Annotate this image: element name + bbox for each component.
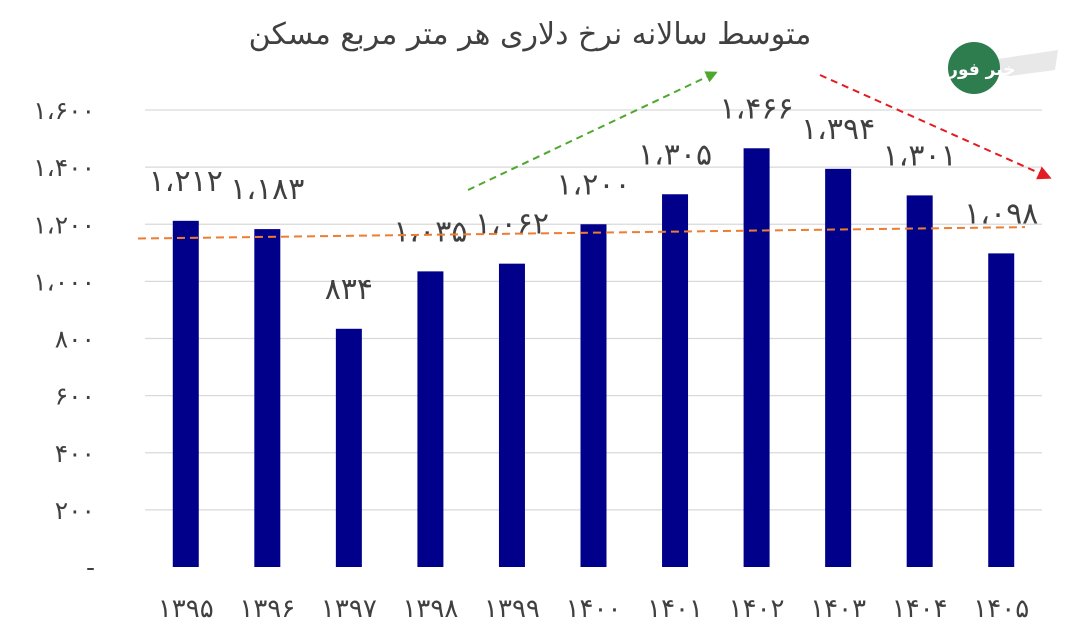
- x-axis-tick-labels: ۱۳۹۵ ۱۳۹۶ ۱۳۹۷ ۱۳۹۸ ۱۳۹۹ ۱۴۰۰ ۱۴۰۱ ۱۴۰۲ ۱۴۰۳ ۱۴۰۴…: [158, 594, 1029, 624]
- green-trend-arrow: [467, 71, 718, 191]
- data-label: ۸۳۴: [325, 272, 373, 307]
- bars: [172, 148, 1015, 568]
- x-tick-label: ۱۴۰۱: [647, 594, 703, 624]
- bar: [254, 229, 281, 567]
- data-label: ۱،۳۹۴: [801, 112, 875, 147]
- logo-text: خبر فوری: [933, 60, 1016, 80]
- x-tick-label: ۱۴۰۲: [729, 594, 785, 624]
- data-label: ۱،۰۶۲: [475, 207, 549, 242]
- y-tick-label: ۶۰۰: [55, 382, 95, 411]
- bar: [335, 328, 362, 567]
- data-label: ۱،۱۸۳: [230, 172, 304, 207]
- bar: [417, 271, 444, 567]
- bar: [580, 224, 607, 567]
- logo-circle: [948, 42, 1000, 94]
- data-label: ۱،۲۰۰: [556, 167, 630, 202]
- data-label: ۱،۳۰۱: [883, 138, 957, 173]
- data-label: ۱،۰۳۵: [393, 214, 467, 249]
- y-tick-label: ۱،۶۰۰: [33, 96, 95, 125]
- y-tick-label: -: [86, 553, 95, 582]
- bar: [172, 220, 199, 567]
- bar: [498, 263, 525, 567]
- trendline: [137, 226, 1026, 240]
- y-axis-tick-labels: - ۲۰۰ ۴۰۰ ۶۰۰ ۸۰۰ ۱،۰۰۰ ۱،۲۰۰ ۱،۴۰۰ ۱،۶۰۰: [33, 96, 95, 582]
- y-tick-label: ۱،۰۰۰: [33, 267, 95, 296]
- y-tick-label: ۱،۲۰۰: [33, 210, 95, 239]
- x-tick-label: ۱۳۹۷: [321, 594, 377, 624]
- logo: خبر فوری: [933, 42, 1058, 94]
- chart-title: متوسط سالانه نرخ دلاری هر متر مربع مسکن: [249, 17, 812, 52]
- x-tick-label: ۱۳۹۵: [158, 594, 214, 624]
- x-tick-label: ۱۳۹۸: [402, 594, 458, 624]
- bar: [825, 168, 852, 567]
- x-tick-label: ۱۳۹۶: [239, 594, 295, 624]
- data-label: ۱،۴۶۶: [720, 91, 794, 126]
- y-tick-label: ۴۰۰: [55, 439, 95, 468]
- data-label: ۱،۳۰۵: [638, 137, 712, 172]
- data-label: ۱،۲۱۲: [149, 164, 223, 199]
- bar: [988, 253, 1015, 568]
- y-tick-label: ۲۰۰: [55, 496, 95, 525]
- x-tick-label: ۱۴۰۳: [810, 594, 866, 624]
- bar: [662, 194, 689, 567]
- bar: [743, 148, 770, 567]
- red-trend-arrow: [819, 74, 1052, 180]
- x-tick-label: ۱۴۰۴: [892, 594, 948, 624]
- data-label: ۱،۰۹۸: [964, 196, 1038, 231]
- bar: [906, 195, 933, 568]
- x-tick-label: ۱۴۰۵: [973, 594, 1029, 624]
- x-tick-label: ۱۳۹۹: [484, 594, 540, 624]
- x-tick-label: ۱۴۰۰: [566, 594, 622, 624]
- y-tick-label: ۱،۴۰۰: [33, 153, 95, 182]
- y-tick-label: ۸۰۰: [55, 325, 95, 354]
